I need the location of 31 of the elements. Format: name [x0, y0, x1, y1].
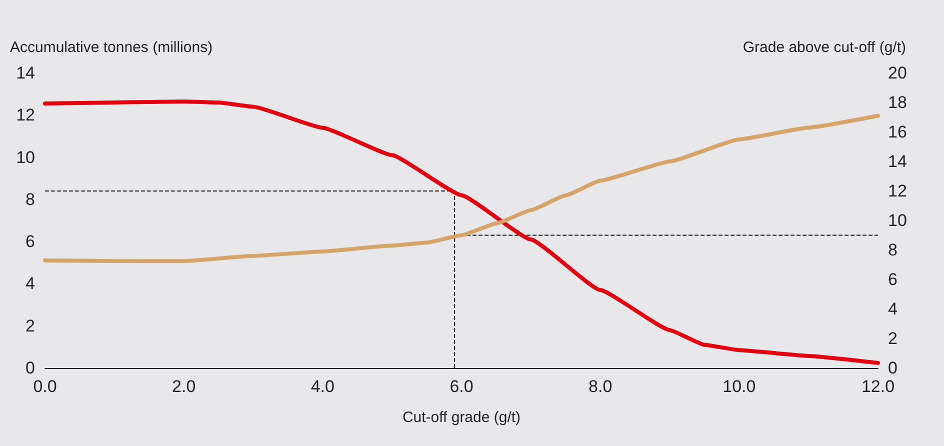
x-tick-label: 6.0 [450, 377, 474, 396]
line-series [43, 99, 880, 365]
y-tick-label: 8 [26, 190, 35, 209]
x-tick-label: 12.0 [861, 377, 895, 396]
y2-axis-title: Grade above cut-off (g/t) [742, 39, 906, 56]
y-tick-label: 4 [26, 274, 35, 294]
y2-tick-label: 2 [888, 329, 898, 348]
y2-tick-label: 16 [888, 122, 907, 142]
y-tick-label: 0 [26, 358, 35, 378]
y2-tick-label: 10 [888, 211, 907, 230]
y2-tick-label: 18 [888, 93, 907, 112]
line-series [43, 114, 880, 264]
x-tick-label: 0.0 [33, 377, 57, 396]
y-tick-label: 6 [26, 232, 35, 252]
y-axis-title: Accumulative tonnes (millions) [10, 39, 213, 56]
y-tick-label: 2 [26, 316, 35, 336]
y2-tick-label: 20 [888, 64, 907, 82]
y2-tick-label: 6 [888, 270, 898, 289]
y-tick-label: 12 [16, 106, 35, 125]
x-tick-label: 8.0 [588, 377, 612, 396]
y2-tick-label: 4 [888, 300, 898, 318]
y2-tick-label: 0 [888, 358, 898, 378]
y-tick-label: 14 [16, 64, 35, 82]
y2-tick-label: 8 [888, 240, 898, 260]
y2-tick-label: 12 [888, 182, 907, 200]
x-tick-label: 4.0 [310, 377, 334, 396]
x-tick-label: 2.0 [172, 377, 196, 396]
y2-tick-label: 14 [888, 152, 907, 171]
x-tick-label: 10.0 [722, 377, 756, 396]
y-tick-label: 10 [16, 148, 35, 167]
x-axis-title: Cut-off grade (g/t) [402, 409, 521, 426]
